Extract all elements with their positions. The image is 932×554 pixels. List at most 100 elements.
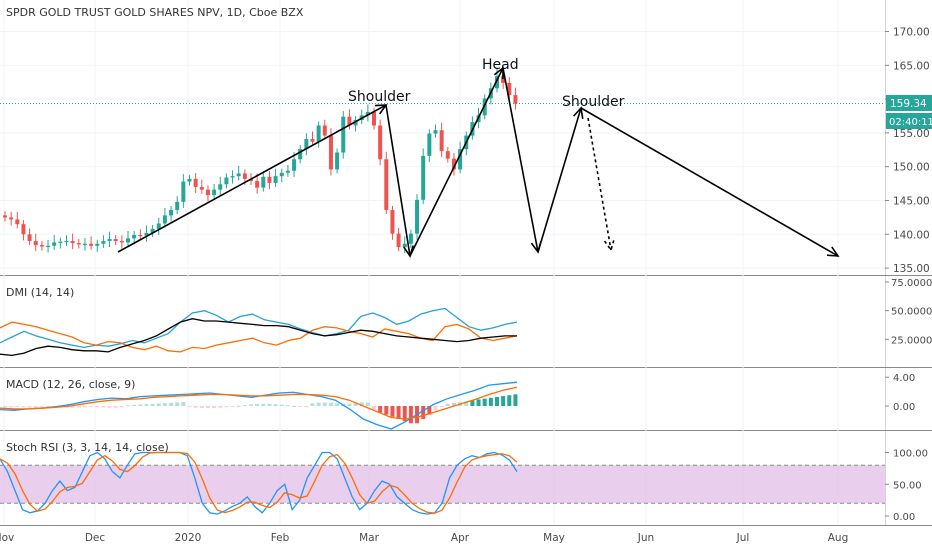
candle-body: [107, 239, 112, 242]
stoch-rsi-panel: 100.00 50.00 0.00: [0, 449, 928, 523]
macd-hist-bar: [495, 396, 499, 406]
left-shoulder-label: Shoulder: [348, 89, 411, 105]
candle-body: [9, 217, 14, 220]
macd-hist-bar: [476, 399, 481, 406]
candle-body: [365, 111, 370, 116]
macd-hist-bar: [255, 404, 260, 406]
time-tick-label: Feb: [271, 532, 290, 544]
macd-hist-bar: [27, 406, 32, 408]
candle-body: [119, 241, 124, 243]
macd-title: MACD (12, 26, close, 9): [6, 378, 135, 391]
candle-body: [513, 95, 518, 104]
dmi-panel: 75.0000 50.0000 25.0000: [0, 278, 932, 357]
dmi-tick-label: 75.0000: [891, 278, 932, 289]
candle-body: [193, 178, 198, 187]
candle-body: [64, 241, 69, 243]
candle-body: [212, 189, 217, 196]
adx-line: [0, 318, 517, 357]
macd-hist-bar: [70, 406, 75, 408]
macd-hist-bar: [218, 406, 223, 408]
dmi-plus-line: [0, 307, 518, 349]
macd-hist-bar: [175, 402, 180, 406]
macd-hist-bar: [119, 406, 124, 408]
price-tick-label: 150.00: [893, 162, 930, 174]
candle-body: [175, 201, 180, 210]
macd-hist-bar: [82, 406, 87, 408]
candle-body: [236, 173, 241, 177]
candle-body: [101, 241, 106, 244]
panel-frames: [0, 0, 932, 526]
candle-body: [82, 243, 87, 245]
candle-body: [402, 243, 407, 248]
macd-hist-bar: [316, 402, 321, 406]
candle-body: [230, 176, 235, 178]
time-tick-label: 2020: [175, 532, 202, 544]
right-shoulder-down-arrow-head: [826, 246, 840, 257]
left-shoulder-arrow: [117, 104, 387, 253]
macd-hist-bar: [181, 402, 186, 406]
candles: [3, 68, 518, 254]
candle-body: [132, 234, 137, 239]
head-and-shoulders-pattern: [117, 66, 840, 258]
macd-hist-bar: [261, 403, 266, 406]
macd-hist-bar: [279, 404, 284, 406]
candle-body: [76, 243, 81, 245]
candle-body: [408, 233, 413, 244]
candle-body: [156, 223, 161, 229]
price-tick-label: 170.00: [893, 27, 930, 39]
macd-hist-bar: [249, 404, 253, 406]
macd-hist-bar: [372, 406, 376, 411]
symbol-title: SPDR GOLD TRUST GOLD SHARES NPV, 1D, Cbo…: [6, 6, 304, 19]
candle-body: [27, 234, 32, 242]
candle-body: [3, 215, 7, 218]
candle-body: [439, 130, 444, 152]
last-price-value: 159.34: [890, 98, 927, 110]
macd-hist-bar: [322, 402, 327, 406]
macd-hist-bar: [144, 404, 149, 406]
candle-body: [335, 152, 340, 170]
countdown-value: 02:40:11: [889, 117, 932, 128]
macd-hist-bar: [150, 403, 155, 406]
macd-hist-bar: [169, 402, 174, 406]
candle-body: [58, 241, 63, 243]
candle-body: [384, 159, 389, 210]
dmi-minus-line: [0, 321, 518, 353]
macd-hist-bar: [21, 406, 26, 408]
time-tick-label: May: [543, 532, 565, 544]
candle-body: [390, 209, 395, 234]
candle-body: [46, 245, 51, 247]
candle-body: [316, 125, 321, 142]
candle-body: [507, 82, 512, 96]
last-price-badge: [886, 95, 932, 111]
macd-hist-bar: [378, 406, 383, 413]
price-axis: 170.00165.00160.00155.00150.00145.00140.…: [885, 27, 930, 275]
candle-body: [181, 181, 186, 202]
candle-body: [52, 242, 57, 246]
time-tick-label: Aug: [828, 532, 849, 544]
macd-hist-bar: [162, 403, 167, 406]
macd-hist-bar: [95, 406, 100, 408]
macd-hist-bar: [359, 402, 364, 406]
candle-body: [458, 149, 463, 170]
macd-hist-bar: [347, 403, 352, 406]
macd-hist-bar: [488, 397, 493, 406]
candle-body: [21, 224, 26, 235]
candle-body: [495, 76, 499, 89]
macd-hist-bar: [353, 402, 358, 406]
macd-hist-bar: [501, 396, 506, 406]
countdown-badge: [886, 113, 932, 129]
stoch-k-line: [0, 451, 518, 515]
macd-hist-bar: [89, 406, 94, 408]
candle-body: [433, 130, 438, 134]
macd-hist-bar: [433, 406, 438, 411]
macd-hist-bar: [390, 406, 395, 417]
macd-hist-bar: [107, 406, 112, 408]
macd-hist-bar: [470, 400, 475, 406]
candle-body: [396, 233, 401, 248]
time-tick-label: Jul: [736, 532, 750, 544]
stoch-tick-label: 0.00: [893, 512, 915, 523]
candle-body: [445, 151, 450, 159]
candle-body: [126, 238, 130, 243]
candle-body: [378, 125, 383, 160]
price-tick-label: 155.00: [893, 128, 930, 140]
